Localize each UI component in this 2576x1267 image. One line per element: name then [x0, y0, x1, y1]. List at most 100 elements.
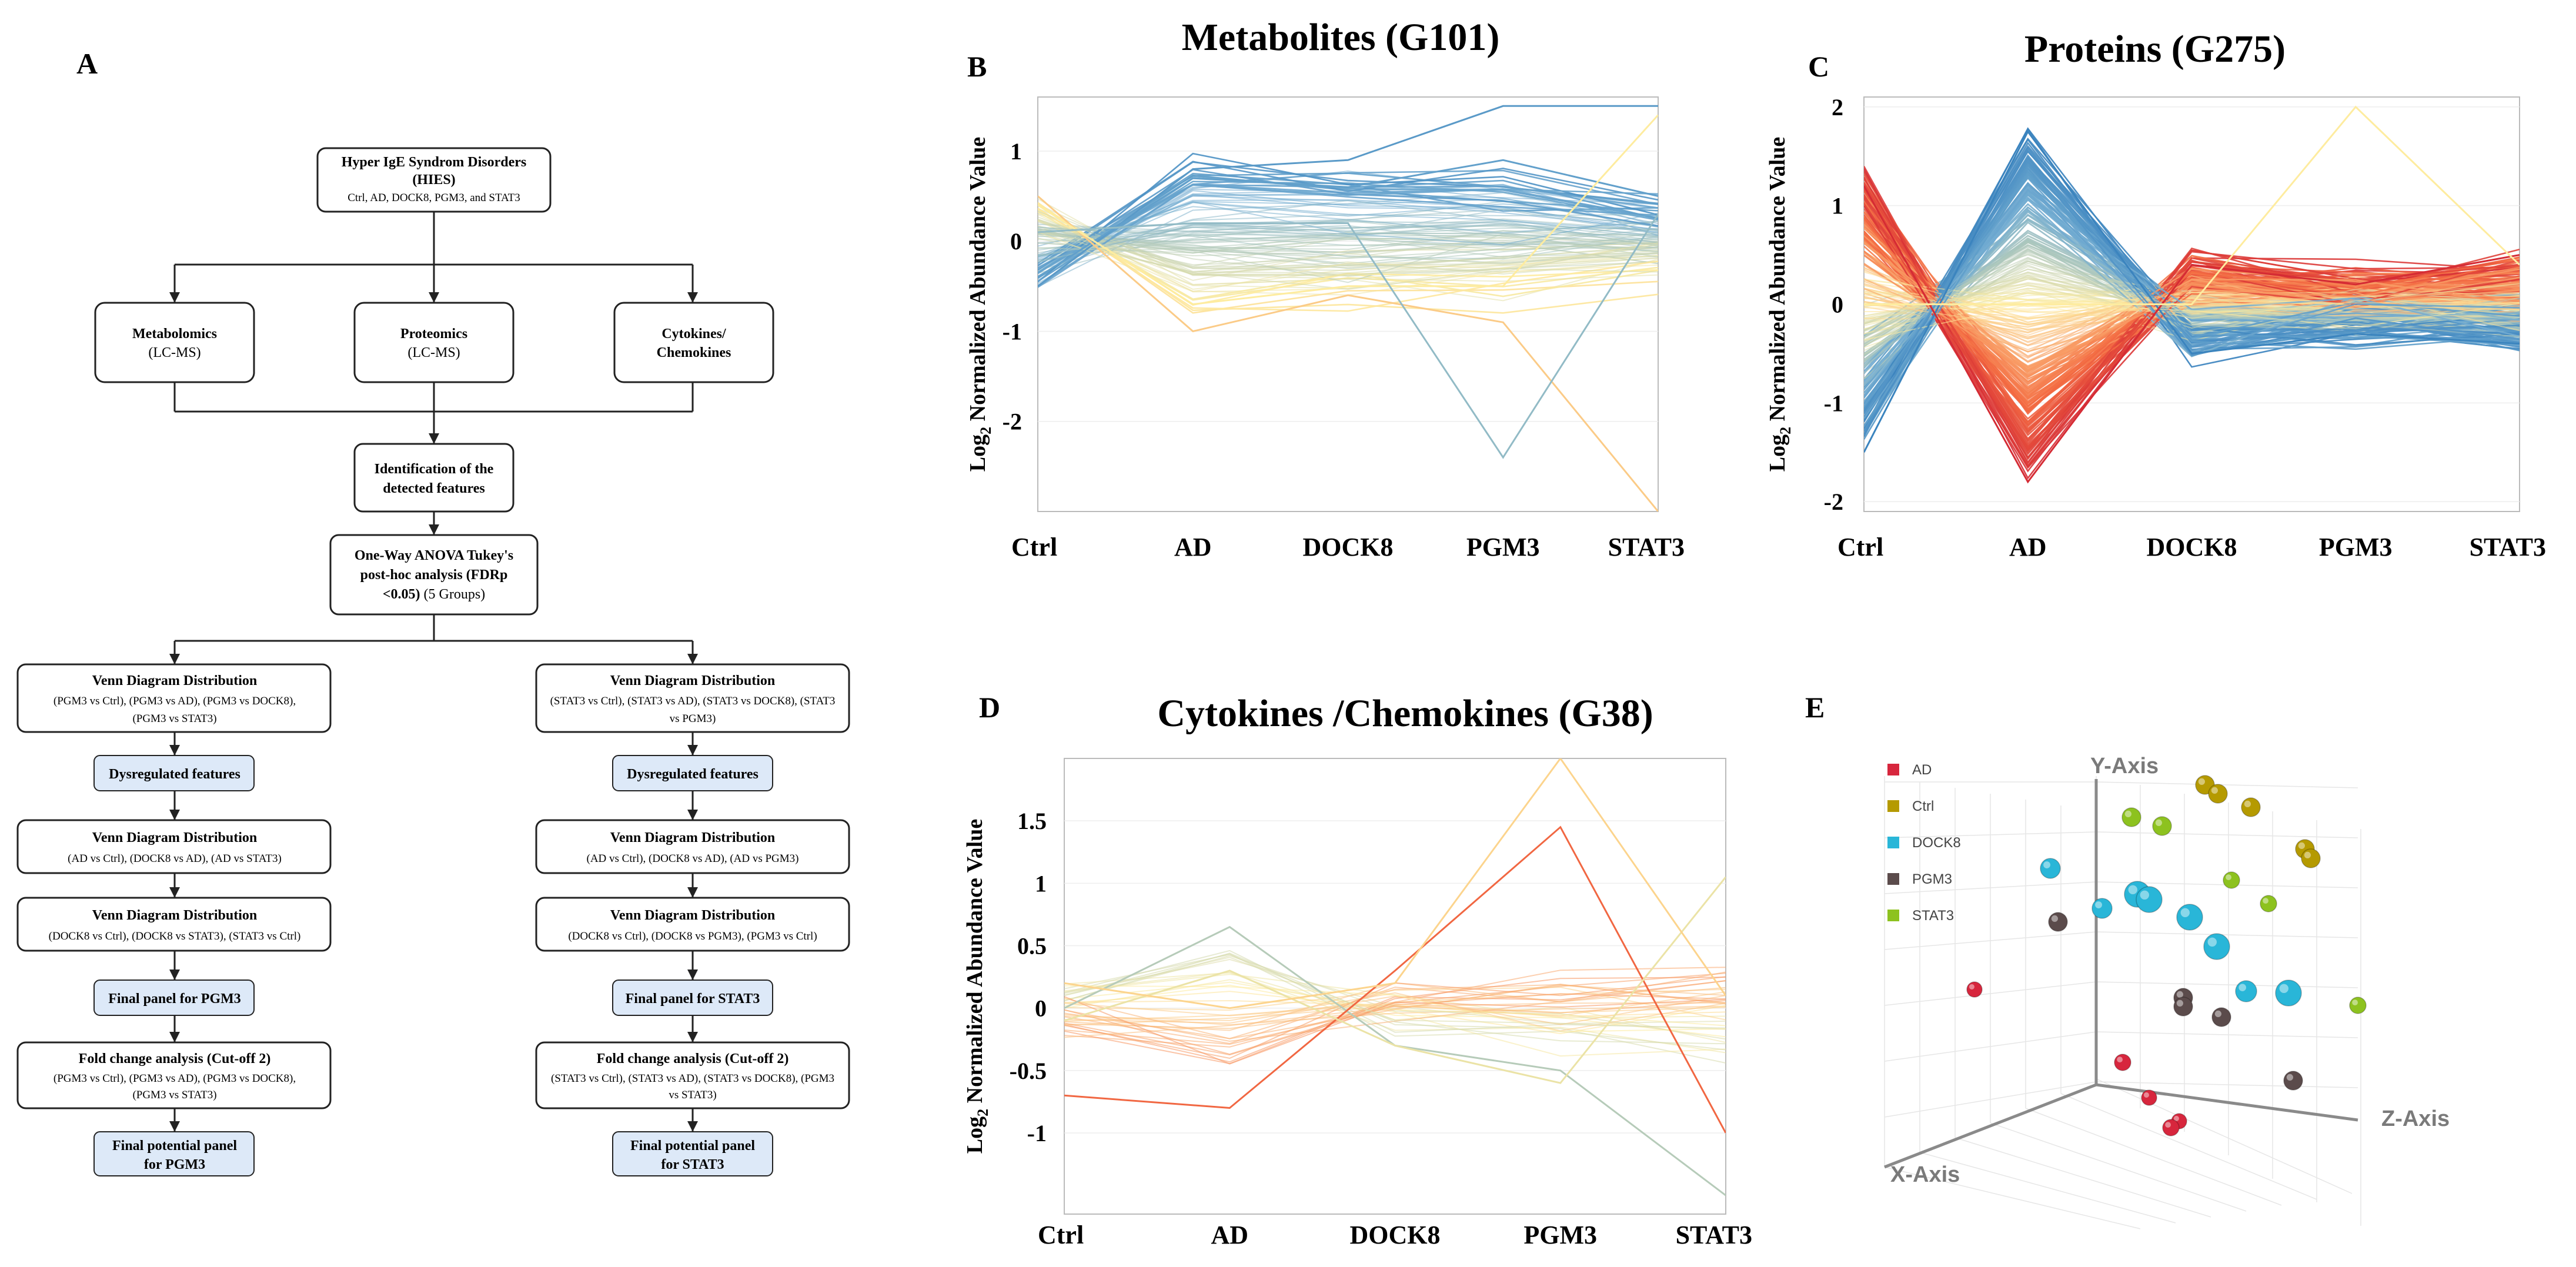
representative-series-line [1038, 105, 1658, 287]
panel-label-d: D [979, 691, 1000, 724]
representative-series-line [1038, 195, 1658, 512]
right-venn3-detail: (DOCK8 vs Ctrl), (DOCK8 vs PGM3), (PGM3 … [568, 930, 817, 942]
scatter-point-highlight [2117, 1057, 2123, 1062]
x-category-label: AD [2009, 533, 2047, 561]
x-category-label: STAT3 [2470, 533, 2546, 561]
y-tick-label: -1 [1824, 390, 1843, 416]
left-venn1-box [16, 663, 332, 733]
left-venn1-title: Venn Diagram Distribution [92, 673, 257, 688]
right-fold-detail1: (STAT3 vs Ctrl), (STAT3 vs AD), (STAT3 v… [551, 1072, 834, 1085]
representative-series-line [1864, 185, 2520, 484]
scatter-point-highlight [2043, 861, 2050, 869]
series-lines [1064, 758, 1726, 1196]
cytokines-detail: Chemokines [657, 345, 731, 360]
chart-title: Metabolites (G101) [1182, 16, 1500, 59]
scatter-point-dock8 [2275, 979, 2302, 1007]
series-line [1064, 954, 1726, 1064]
y-tick-label: 0 [1832, 292, 1843, 318]
legend-label: PGM3 [1912, 871, 1952, 887]
scatter-point-highlight [2211, 787, 2218, 794]
chart-proteins: Proteins (G275) -2 -1 0 1 2 Ctrl AD DOCK8 PGM3 STA… [1765, 28, 2546, 561]
scatter-point-highlight [2352, 999, 2358, 1005]
series-line [1038, 229, 1658, 266]
series-line [1864, 303, 2520, 341]
left-fold-detail2: (PGM3 vs STAT3) [132, 1089, 216, 1101]
grid-line [1990, 1122, 2247, 1212]
left-venn3-detail: (DOCK8 vs Ctrl), (DOCK8 vs STAT3), (STAT… [49, 930, 301, 942]
legend-swatch [1887, 837, 1899, 848]
y-axis-label: Log2 Normalized Abundance Value [963, 819, 991, 1154]
series-line [1864, 283, 2520, 325]
hies-title: Hyper IgE Syndrom Disorders [342, 155, 526, 170]
scatter-point-pgm3 [2211, 1007, 2231, 1027]
panel-label-c: C [1808, 50, 1829, 83]
right-venn1-detail2: vs PGM3) [670, 713, 716, 725]
scatter-points [1966, 775, 2367, 1136]
y-tick-label: -1 [1003, 318, 1022, 345]
series-line [1038, 152, 1658, 283]
series-line [1864, 283, 2520, 319]
series-line [1064, 957, 1726, 1030]
proteomics-detail: (LC-MS) [407, 345, 460, 360]
series-line [1064, 1002, 1726, 1017]
grid-line [2096, 981, 2358, 988]
scatter-point-highlight [2180, 908, 2190, 918]
scatter-point-highlight [2124, 810, 2131, 817]
y-tick-label: 1 [1832, 193, 1843, 219]
series-lines [1864, 105, 2520, 484]
representative-series-line [1064, 758, 1726, 1009]
y-axis-label-main: Log [963, 1116, 987, 1154]
right-venn3-title: Venn Diagram Distribution [610, 908, 775, 923]
y-tick-label: 0 [1035, 995, 1047, 1022]
scatter-point-highlight [2176, 991, 2183, 998]
scatter-point-dock8 [2040, 858, 2061, 879]
legend-label: DOCK8 [1912, 835, 1961, 851]
series-line [1038, 188, 1658, 270]
x-category-label: STAT3 [1676, 1221, 1752, 1249]
anova-line3: <0.05) (5 Groups) [383, 587, 485, 602]
y-axis-label: Log2 Normalized Abundance Value [1765, 137, 1794, 472]
scatter-point-dock8 [2091, 898, 2113, 919]
scatter-point-highlight [2244, 800, 2251, 807]
series-line [1038, 169, 1658, 271]
box-proteomics [353, 302, 514, 383]
hies-detail: Ctrl, AD, DOCK8, PGM3, and STAT3 [348, 192, 520, 204]
left-fold-box [16, 1041, 332, 1109]
x-category-label: AD [1174, 533, 1212, 561]
series-line [1038, 190, 1658, 285]
chart-title: Proteins (G275) [2024, 28, 2286, 71]
representative-series-line [1038, 114, 1658, 306]
series-line [1864, 246, 2520, 339]
scatter-point-highlight [2155, 819, 2162, 826]
scatter-point-pgm3 [2173, 997, 2193, 1017]
x-category-label: DOCK8 [1350, 1221, 1441, 1249]
anova-line1: One-Way ANOVA Tukey's [355, 548, 513, 563]
grid-line [2096, 1081, 2358, 1088]
series-line [1038, 220, 1658, 286]
scatter-point-ctrl [2241, 797, 2261, 817]
scatter-point-highlight [2238, 984, 2246, 991]
right-dysregulated-box [612, 755, 773, 791]
series-line [1064, 952, 1726, 1045]
metabolomics-detail: (LC-MS) [148, 345, 201, 360]
identification-line2: detected features [383, 481, 485, 496]
y-axis-label-sub: 2 [977, 427, 994, 434]
representative-series-line [1038, 159, 1658, 278]
series-line [1064, 977, 1726, 1065]
series-line [1038, 233, 1658, 283]
y-axis-label-rest: Normalized Abundance Value [965, 137, 990, 427]
series-line [1038, 184, 1658, 273]
right-dysregulated-label: Dysregulated features [627, 767, 759, 782]
series-line [1064, 993, 1726, 1056]
y-tick-label: 1.5 [1017, 808, 1047, 834]
legend-swatch [1887, 800, 1899, 812]
legend-swatch [1887, 910, 1899, 921]
box-identification [353, 443, 514, 513]
x-axis-label: X-Axis [1890, 1162, 1960, 1187]
scatter-point-highlight [2214, 1010, 2221, 1017]
x-category-label: STAT3 [1608, 533, 1685, 561]
representative-series-line [1064, 825, 1726, 1134]
chart-3d-scatter: Y-Axis X-Axis Z-Axis AD Ctrl DOCK8 PGM3 STAT3 [1884, 754, 2450, 1229]
scatter-point-dock8 [2203, 933, 2230, 960]
y-tick-label: 0.5 [1017, 932, 1047, 959]
